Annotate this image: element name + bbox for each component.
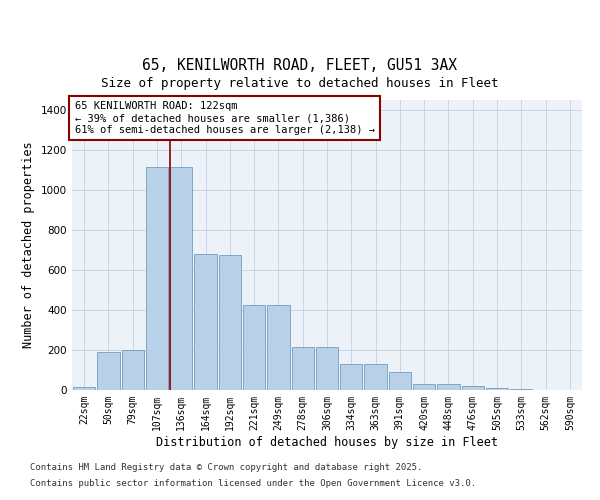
Bar: [97, 352, 119, 390]
Bar: [389, 372, 411, 390]
Bar: [316, 347, 338, 390]
Bar: [73, 387, 95, 390]
X-axis label: Distribution of detached houses by size in Fleet: Distribution of detached houses by size …: [156, 436, 498, 448]
Bar: [292, 347, 314, 390]
Bar: [218, 255, 241, 390]
Bar: [340, 364, 362, 390]
Text: 65, KENILWORTH ROAD, FLEET, GU51 3AX: 65, KENILWORTH ROAD, FLEET, GU51 3AX: [143, 58, 458, 72]
Text: 65 KENILWORTH ROAD: 122sqm
← 39% of detached houses are smaller (1,386)
61% of s: 65 KENILWORTH ROAD: 122sqm ← 39% of deta…: [74, 102, 374, 134]
Bar: [243, 305, 265, 390]
Y-axis label: Number of detached properties: Number of detached properties: [22, 142, 35, 348]
Bar: [122, 350, 144, 390]
Bar: [170, 167, 193, 390]
Bar: [437, 384, 460, 390]
Text: Size of property relative to detached houses in Fleet: Size of property relative to detached ho…: [101, 77, 499, 90]
Bar: [486, 388, 508, 390]
Bar: [413, 384, 436, 390]
Bar: [194, 254, 217, 390]
Bar: [461, 386, 484, 390]
Text: Contains HM Land Registry data © Crown copyright and database right 2025.: Contains HM Land Registry data © Crown c…: [30, 464, 422, 472]
Bar: [510, 389, 532, 390]
Bar: [364, 364, 387, 390]
Text: Contains public sector information licensed under the Open Government Licence v3: Contains public sector information licen…: [30, 478, 476, 488]
Bar: [146, 167, 168, 390]
Bar: [267, 305, 290, 390]
